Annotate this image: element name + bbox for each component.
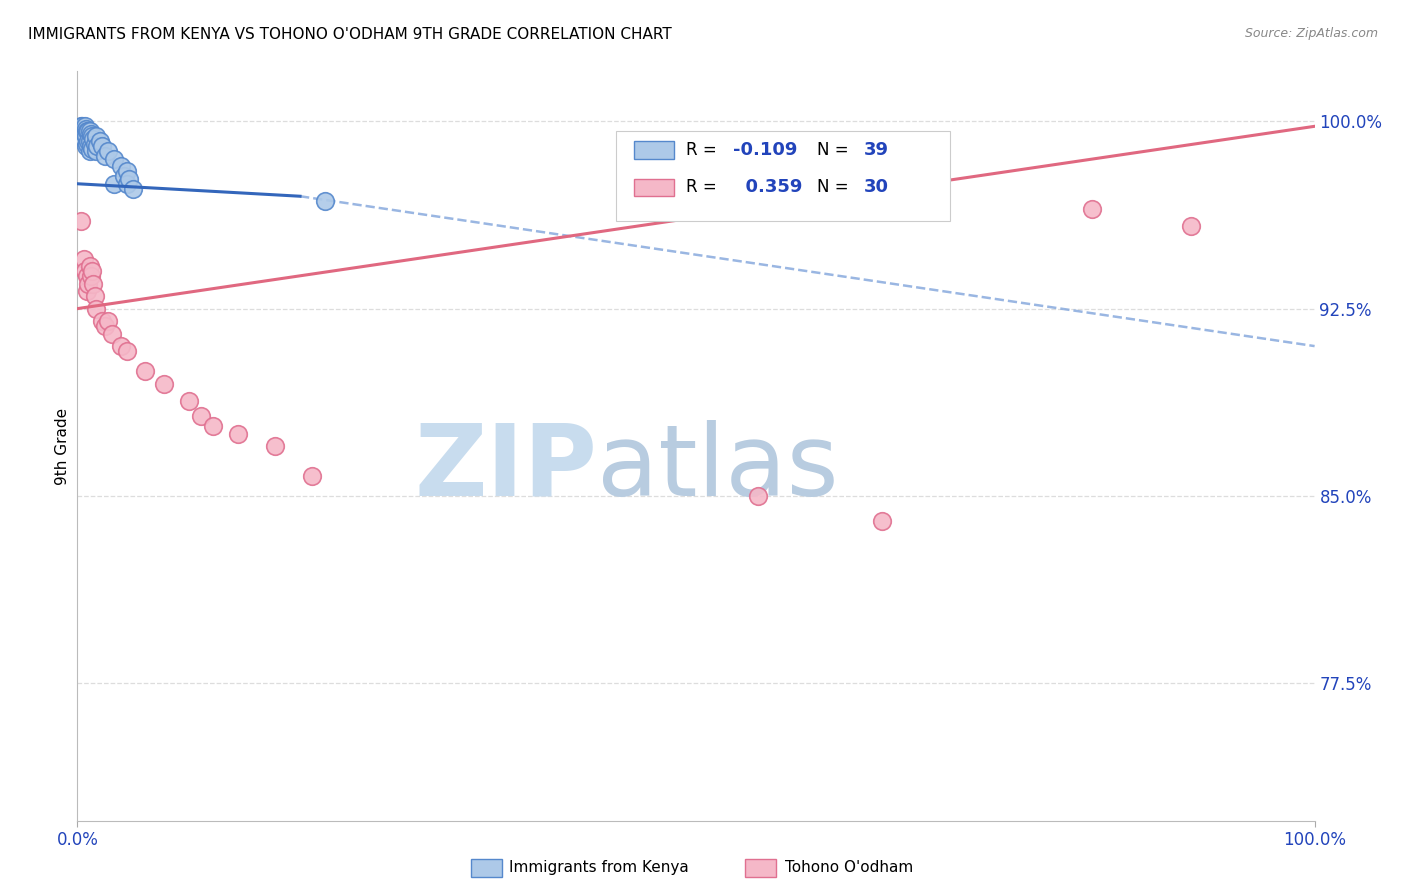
Point — [72, 252, 94, 266]
Point — [83, 136, 105, 151]
Point — [101, 326, 124, 341]
Point — [103, 152, 125, 166]
Point — [79, 259, 101, 273]
Point — [75, 121, 97, 136]
Text: Source: ZipAtlas.com: Source: ZipAtlas.com — [1244, 27, 1378, 40]
Point — [91, 314, 114, 328]
Point — [314, 194, 336, 209]
Point — [72, 120, 94, 134]
Point — [82, 132, 104, 146]
Point — [76, 284, 98, 298]
Text: N =: N = — [817, 141, 853, 159]
Point — [264, 439, 287, 453]
Point — [301, 469, 323, 483]
Point — [110, 339, 132, 353]
Text: IMMIGRANTS FROM KENYA VS TOHONO O'ODHAM 9TH GRADE CORRELATION CHART: IMMIGRANTS FROM KENYA VS TOHONO O'ODHAM … — [28, 27, 672, 42]
Point — [118, 171, 141, 186]
Point — [84, 129, 107, 144]
Point — [73, 264, 96, 278]
Point — [80, 269, 103, 284]
Text: 0.359: 0.359 — [733, 178, 803, 196]
Text: atlas: atlas — [598, 420, 838, 517]
Point — [72, 132, 94, 146]
Point — [115, 164, 138, 178]
Point — [79, 124, 101, 138]
Point — [177, 394, 200, 409]
Point — [76, 124, 98, 138]
Point — [75, 129, 97, 144]
Point — [70, 120, 93, 134]
Text: R =: R = — [686, 178, 723, 196]
Point — [84, 145, 107, 159]
Point — [91, 139, 114, 153]
Point — [202, 419, 225, 434]
Text: R =: R = — [686, 141, 723, 159]
Point — [75, 139, 97, 153]
Text: -0.109: -0.109 — [733, 141, 797, 159]
Point — [747, 489, 769, 503]
Point — [112, 169, 135, 184]
Point — [82, 142, 104, 156]
Point — [80, 127, 103, 141]
FancyBboxPatch shape — [634, 178, 673, 196]
Point — [79, 145, 101, 159]
Point — [72, 129, 94, 144]
Point — [110, 159, 132, 173]
Point — [97, 314, 120, 328]
Text: N =: N = — [817, 178, 853, 196]
Point — [86, 139, 108, 153]
Point — [77, 277, 100, 291]
Text: Tohono O'odham: Tohono O'odham — [785, 861, 912, 875]
Point — [93, 319, 115, 334]
Point — [72, 121, 94, 136]
Point — [83, 289, 105, 303]
Text: Immigrants from Kenya: Immigrants from Kenya — [509, 861, 689, 875]
Point — [80, 139, 103, 153]
Point — [97, 145, 120, 159]
Y-axis label: 9th Grade: 9th Grade — [55, 408, 70, 484]
Point — [1180, 219, 1202, 234]
Point — [73, 127, 96, 141]
Point — [77, 124, 100, 138]
Point — [70, 214, 93, 228]
Text: 39: 39 — [865, 141, 889, 159]
Point — [76, 269, 98, 284]
FancyBboxPatch shape — [634, 141, 673, 159]
Point — [82, 277, 104, 291]
Point — [73, 120, 96, 134]
Point — [82, 264, 104, 278]
Text: 30: 30 — [865, 178, 889, 196]
FancyBboxPatch shape — [616, 131, 949, 221]
Point — [115, 344, 138, 359]
Point — [76, 136, 98, 151]
Point — [134, 364, 156, 378]
Point — [77, 134, 100, 148]
Point — [82, 129, 104, 144]
Point — [1081, 202, 1104, 216]
Point — [153, 376, 176, 391]
Point — [79, 134, 101, 148]
Point — [122, 182, 145, 196]
Point — [870, 514, 893, 528]
Point — [89, 134, 111, 148]
Text: ZIP: ZIP — [415, 420, 598, 517]
Point — [103, 177, 125, 191]
Point — [190, 409, 212, 423]
Point — [115, 177, 138, 191]
Point — [93, 149, 115, 163]
Point — [84, 301, 107, 316]
Point — [226, 426, 249, 441]
